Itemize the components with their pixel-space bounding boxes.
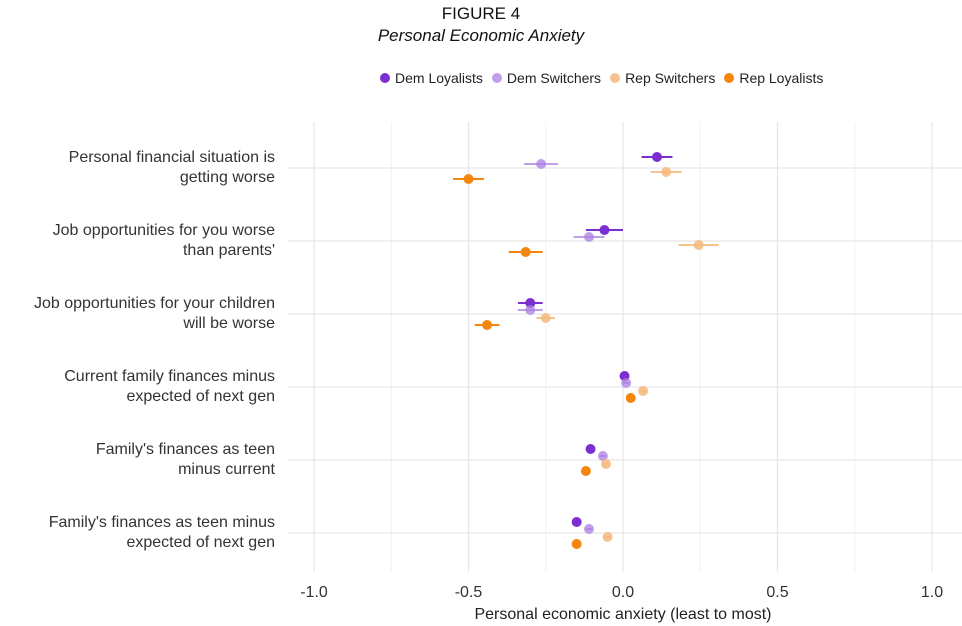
x-tick-label: -0.5	[455, 584, 483, 601]
y-category-label: Family's finances as teen minus expected …	[49, 513, 275, 553]
legend-label-rep-switchers: Rep Switchers	[625, 70, 716, 86]
legend-swatch-dem-switchers	[491, 73, 502, 83]
y-category-label-line: expected of next gen	[126, 388, 275, 405]
point-dem-loyalists	[525, 298, 536, 308]
y-category-label-line: Current family finances minus	[64, 368, 275, 385]
y-category-label: Family's finances as teen minus current	[96, 440, 275, 480]
y-category-label: Current family finances minus expected of…	[64, 367, 275, 407]
legend-item-dem-switchers: Dem Switchers	[491, 70, 602, 86]
y-category-label-line: minus current	[178, 461, 275, 478]
point-rep-loyalists	[463, 174, 474, 184]
legend-item-rep-switchers: Rep Switchers	[610, 70, 715, 86]
y-category-label-line: will be worse	[183, 315, 275, 332]
point-dem-loyalists	[571, 517, 582, 527]
point-rep-switchers	[693, 240, 704, 250]
legend: Dem Loyalists Dem Switchers Rep Switcher…	[380, 70, 832, 86]
point-dem-switchers	[597, 451, 608, 461]
legend-swatch-rep-loyalists	[724, 73, 735, 83]
y-category-label-line: getting worse	[179, 169, 275, 186]
chart-title: Personal Economic Anxiety	[377, 26, 585, 45]
point-rep-switchers	[638, 386, 649, 396]
point-rep-loyalists	[625, 393, 636, 403]
point-rep-loyalists	[520, 247, 531, 257]
y-category-label-line: Personal financial situation is	[68, 149, 275, 166]
x-tick-label: 0.0	[612, 584, 634, 601]
point-rep-switchers	[601, 459, 612, 469]
legend-label-rep-loyalists: Rep Loyalists	[739, 70, 824, 86]
legend-item-rep-loyalists: Rep Loyalists	[724, 70, 823, 86]
point-dem-switchers	[584, 232, 595, 242]
point-rep-switchers	[661, 167, 672, 177]
point-dem-loyalists	[599, 225, 610, 235]
x-axis-label: Personal economic anxiety (least to most…	[474, 606, 771, 623]
y-category-label-line: Job opportunities for you worse	[52, 222, 275, 239]
point-dem-switchers	[536, 159, 547, 169]
y-category-label-line: than parents'	[182, 242, 275, 259]
y-category-label: Job opportunities for you worse than pare…	[53, 221, 275, 261]
legend-swatch-dem-loyalists	[380, 73, 390, 83]
legend-swatch-rep-switchers	[610, 73, 621, 83]
point-rep-switchers	[602, 532, 613, 542]
point-rep-loyalists	[571, 539, 582, 549]
x-tick-label: 1.0	[921, 584, 943, 601]
y-category-label: Job opportunities for your children will …	[34, 294, 275, 334]
point-dem-switchers	[525, 305, 536, 315]
y-category-label-line: Job opportunities for your children	[33, 295, 275, 312]
point-rep-loyalists	[580, 466, 591, 476]
figure-number: FIGURE 4	[441, 4, 521, 23]
point-dem-switchers	[584, 524, 595, 534]
y-category-label: Personal financial situation is getting w…	[69, 148, 275, 188]
x-tick-label: -1.0	[300, 584, 328, 601]
x-tick-label: 0.5	[766, 584, 788, 601]
legend-label-dem-switchers: Dem Switchers	[506, 70, 602, 86]
legend-item-dem-loyalists: Dem Loyalists	[380, 70, 483, 86]
y-category-label-line: expected of next gen	[126, 534, 275, 551]
legend-label-dem-loyalists: Dem Loyalists	[395, 70, 483, 86]
point-rep-switchers	[540, 313, 551, 323]
point-dem-loyalists	[651, 152, 662, 162]
point-dem-loyalists	[585, 444, 596, 454]
y-category-label-line: Family's finances as teen	[95, 441, 275, 458]
y-category-label-line: Family's finances as teen minus	[48, 514, 275, 531]
point-rep-loyalists	[482, 320, 493, 330]
point-dem-switchers	[621, 378, 632, 388]
